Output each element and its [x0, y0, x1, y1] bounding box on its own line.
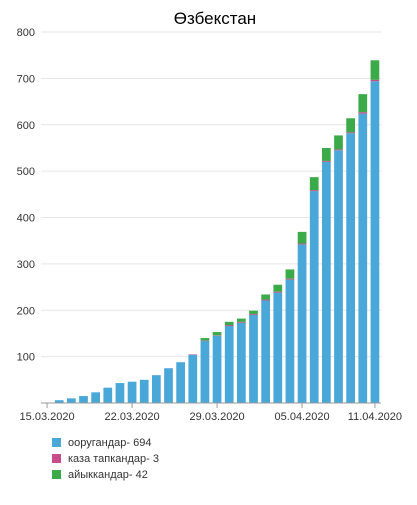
legend-label-cases: ооругандар — [68, 436, 127, 449]
legend-swatch-cases — [52, 438, 61, 447]
bar-cases — [188, 354, 198, 403]
legend-item-cases[interactable]: ооругандар 694 — [52, 435, 159, 450]
legend-label-recovered: айыккандар — [68, 468, 129, 481]
bar-deaths — [249, 313, 258, 315]
bar-cases — [176, 362, 186, 403]
bar-recovered — [273, 284, 283, 292]
bar-deaths — [224, 325, 234, 327]
bar-cases — [115, 383, 125, 403]
bar-cases — [103, 387, 113, 403]
legend-label-deaths: каза тапкандар — [68, 452, 147, 465]
bar-cases — [334, 150, 343, 403]
x-tick-label: 29.03.2020 — [190, 411, 245, 423]
bar-cases — [358, 113, 368, 404]
y-tick-label: 300 — [17, 259, 35, 271]
bar-cases — [151, 375, 161, 403]
bar-cases — [321, 161, 331, 403]
x-tick-label: 15.03.2020 — [20, 411, 75, 423]
legend: ооругандар 694 каза тапкандар 3 айыкканд… — [52, 435, 159, 483]
bar-cases — [212, 335, 222, 403]
x-tick-label: 22.03.2020 — [105, 411, 160, 423]
y-tick-label: 600 — [17, 120, 35, 132]
bar-cases — [309, 191, 319, 403]
y-tick-label: 700 — [17, 73, 35, 85]
bar-cases — [261, 300, 271, 403]
bar-deaths — [370, 79, 380, 82]
grid-lines — [41, 31, 381, 358]
bar-recovered — [249, 310, 258, 314]
y-tick-label: 200 — [17, 305, 35, 317]
bar-deaths — [297, 243, 307, 245]
bars — [42, 60, 380, 404]
bar-cases — [224, 326, 234, 403]
bar-recovered — [321, 147, 331, 161]
bar-recovered — [358, 94, 368, 113]
bar-cases — [297, 244, 307, 403]
legend-swatch-deaths — [52, 454, 61, 463]
bar-cases — [273, 292, 283, 403]
bar-cases — [54, 400, 64, 403]
bar-deaths — [358, 112, 368, 114]
bar-deaths — [309, 190, 319, 192]
bar-cases — [236, 322, 246, 403]
bar-cases — [79, 396, 88, 403]
bar-recovered — [285, 269, 295, 279]
bar-deaths — [261, 299, 271, 301]
bar-cases — [66, 398, 76, 403]
y-tick-label: 800 — [17, 27, 35, 39]
chart-svg: 100 200 300 400 500 600 700 800 15.03.2020 22.03.… — [17, 9, 402, 423]
bar-recovered — [346, 118, 356, 133]
legend-count-cases: 694 — [126, 437, 151, 449]
y-tick-label: 400 — [17, 213, 35, 225]
bar-cases — [139, 379, 149, 403]
legend-swatch-recovered — [52, 470, 61, 479]
bar-recovered — [370, 60, 380, 80]
y-tick-label: 100 — [17, 352, 35, 364]
legend-item-recovered[interactable]: айыккандар 42 — [52, 467, 159, 482]
bar-cases — [285, 279, 295, 403]
bar-cases — [346, 133, 356, 403]
bar-deaths — [285, 278, 295, 280]
bar-recovered — [200, 338, 210, 341]
bar-cases — [91, 392, 101, 403]
x-tick-label: 05.04.2020 — [275, 411, 330, 423]
bar-deaths — [334, 149, 343, 151]
legend-item-deaths[interactable]: каза тапкандар 3 — [52, 451, 159, 466]
bar-recovered — [224, 321, 234, 326]
bar-cases — [164, 368, 173, 403]
chart-title: Өзбекстан — [174, 9, 256, 28]
bar-cases — [127, 381, 137, 403]
bar-cases — [200, 340, 210, 403]
axes: 100 200 300 400 500 600 700 800 15.03.2020 22.03.… — [17, 27, 402, 423]
bar-deaths — [346, 132, 356, 134]
bar-recovered — [297, 231, 307, 244]
bar-deaths — [273, 291, 283, 293]
legend-count-recovered: 42 — [129, 469, 148, 481]
legend-count-deaths: 3 — [146, 453, 159, 465]
x-tick-label: 11.04.2020 — [348, 411, 402, 423]
bar-cases — [249, 314, 258, 403]
bar-recovered — [334, 135, 343, 150]
bar-recovered — [236, 318, 246, 322]
bar-recovered — [309, 177, 319, 191]
bar-recovered — [212, 332, 222, 336]
chart: 100 200 300 400 500 600 700 800 15.03.2020 22.03.… — [17, 9, 402, 423]
bar-deaths — [321, 160, 331, 162]
bar-cases — [370, 81, 380, 403]
bar-recovered — [261, 294, 271, 300]
bar-deaths — [236, 321, 246, 323]
y-tick-label: 500 — [17, 166, 35, 178]
